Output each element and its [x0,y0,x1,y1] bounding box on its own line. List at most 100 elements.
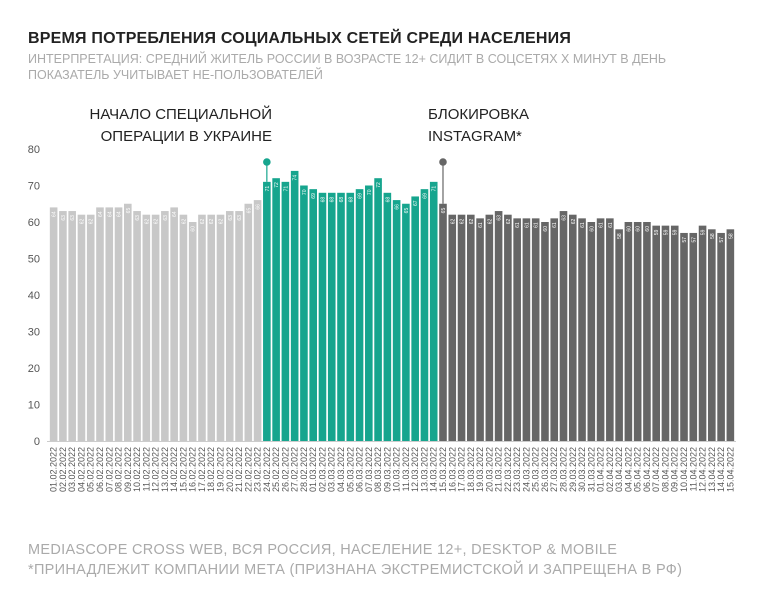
bar-value-label: 63 [228,215,234,221]
bar-value-label: 57 [691,237,697,243]
bar-value-label: 71 [283,186,289,192]
bar-value-label: 62 [154,218,160,224]
x-tick-label: 25.03.2022 [531,447,541,492]
bar [96,207,104,441]
bar [606,218,614,441]
x-tick-label: 20.02.2022 [225,447,235,492]
bar-value-label: 64 [172,211,178,217]
bar [77,214,86,441]
x-tick-label: 19.02.2022 [216,447,226,492]
bar-value-label: 61 [608,222,614,228]
bar-value-label: 61 [478,222,484,228]
bar-value-label: 66 [256,204,262,210]
bar-value-label: 59 [673,229,679,235]
bar-value-label: 65 [126,208,132,214]
bar-value-label: 58 [617,233,623,239]
bar-value-label: 72 [274,182,280,188]
bar-value-label: 68 [385,197,391,203]
y-tick-label: 0 [34,436,40,448]
bar [476,218,484,441]
bar [531,218,540,441]
x-tick-label: 10.02.2022 [132,447,142,492]
bar [578,218,586,441]
bar [494,211,503,441]
bar-value-label: 62 [144,218,150,224]
x-tick-label: 20.03.2022 [484,447,494,492]
bar [717,232,725,441]
bar [568,214,577,441]
x-tick-label: 28.02.2022 [299,447,309,492]
bar [392,200,401,441]
bar [661,225,670,441]
bar-value-label: 63 [497,215,503,221]
x-tick-label: 11.03.2022 [401,447,411,491]
subtitle-line-2: ПОКАЗАТЕЛЬ УЧИТЫВАЕТ НЕ-ПОЛЬЗОВАТЕЛЕЙ [28,68,323,82]
x-tick-label: 25.02.2022 [271,447,281,492]
x-tick-label: 01.04.2022 [596,447,606,492]
x-tick-label: 13.04.2022 [707,447,717,492]
bar-value-label: 62 [79,218,85,224]
bar [49,207,58,441]
bar-value-label: 61 [599,222,605,228]
bar [596,218,605,441]
bar-value-label: 63 [163,215,169,221]
x-tick-label: 28.03.2022 [559,447,569,492]
bar [429,181,438,441]
marker-dot [263,158,271,166]
y-tick-label: 20 [28,363,40,375]
x-tick-label: 02.04.2022 [605,447,615,492]
y-axis: 0 10 20 30 40 50 60 70 80 [28,144,736,448]
bar-value-label: 68 [320,197,326,203]
bar-value-label: 62 [181,218,187,224]
bar-value-label: 62 [89,218,95,224]
bar-value-label: 60 [191,226,197,232]
bar [615,229,623,441]
bar [587,222,596,441]
bar-value-label: 70 [367,189,373,195]
bar-value-label: 58 [728,233,734,239]
bar-value-label: 62 [571,218,577,224]
bar-value-label: 71 [432,186,438,192]
annotation-operation-line-1: НАЧАЛО СПЕЦИАЛЬНОЙ [89,106,272,123]
bar [216,214,225,441]
bar [300,185,308,441]
bar [355,189,364,441]
event-markers [263,158,447,204]
bar [726,229,735,441]
bar [689,232,698,441]
bar [457,214,466,441]
bar [365,185,373,441]
bar [225,211,234,441]
x-tick-label: 22.02.2022 [243,447,253,492]
bar [652,225,660,441]
bar [670,225,679,441]
bar-value-label: 62 [487,218,493,224]
bar-value-label: 59 [654,229,660,235]
x-tick-label: 17.02.2022 [197,447,207,492]
bar-value-label: 62 [469,218,475,224]
bar [244,203,253,441]
x-tick-label: 03.02.2022 [67,447,77,492]
bar-value-label: 60 [626,226,632,232]
x-tick-label: 18.03.2022 [466,447,476,492]
x-tick-label: 09.03.2022 [382,447,392,492]
bar [513,218,521,441]
x-tick-label: 03.04.2022 [614,447,624,492]
bar [86,214,95,441]
bar [411,196,419,441]
x-tick-label: 08.04.2022 [660,447,670,492]
x-tick-label: 24.02.2022 [262,447,272,492]
x-tick-label: 31.03.2022 [586,447,596,492]
bar-value-label: 67 [413,200,419,206]
bar [188,222,197,441]
y-tick-label: 40 [28,290,40,302]
bar-value-label: 63 [135,215,141,221]
bar [337,192,345,441]
bar [383,192,392,441]
y-tick-label: 10 [28,400,40,412]
x-tick-label: 05.04.2022 [633,447,643,492]
bar-value-label: 60 [543,226,549,232]
bar-value-label: 65 [441,208,447,214]
x-tick-label: 26.02.2022 [280,447,290,492]
